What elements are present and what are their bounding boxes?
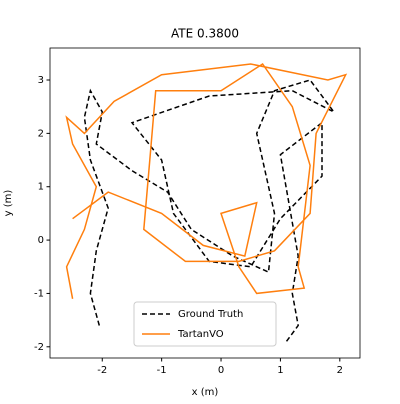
y-tick-label: -2 [34, 342, 44, 353]
x-tick-label: 1 [277, 365, 283, 376]
y-tick-label: 1 [38, 182, 44, 193]
y-tick-label: 2 [38, 128, 44, 139]
chart-title: ATE 0.3800 [171, 27, 239, 41]
x-tick-label: 2 [337, 365, 343, 376]
x-axis-label: x (m) [192, 387, 219, 398]
x-tick-label: -1 [157, 365, 167, 376]
y-axis-label: y (m) [3, 190, 14, 217]
trajectory-line [83, 79, 335, 342]
plot-frame [49, 47, 361, 359]
legend-label: Ground Truth [178, 309, 243, 320]
y-tick-label: -1 [34, 288, 44, 299]
x-tick-label: 0 [218, 365, 224, 376]
y-tick-label: 0 [38, 235, 44, 246]
trajectory-line [65, 62, 348, 299]
y-tick-label: 3 [38, 75, 44, 86]
legend-label: TartanVO [177, 329, 224, 340]
x-tick-label: -2 [97, 365, 107, 376]
legend-box [133, 301, 277, 347]
